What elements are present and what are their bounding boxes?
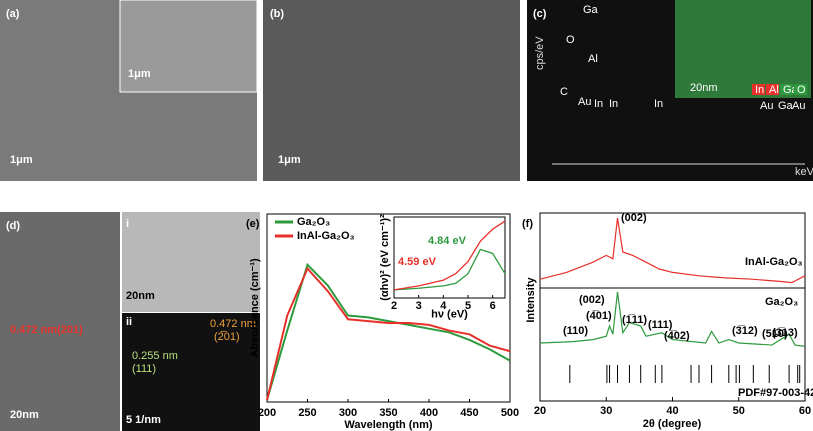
peak-label: (111): [648, 319, 673, 331]
inset-label: i: [126, 218, 129, 230]
inset-label: ii: [126, 316, 132, 328]
element-label: In: [654, 98, 663, 110]
legend-label: Al: [769, 84, 779, 96]
x-tick-label: 2: [391, 300, 397, 312]
x-tick-label: 250: [298, 407, 316, 419]
x-tick-label: 200: [258, 407, 276, 419]
x-tick-label: 3: [416, 300, 422, 312]
sem-inset-a: [119, 0, 258, 93]
x-tick-label: 20: [534, 405, 546, 417]
panel-label: (e): [246, 218, 260, 230]
eds-map: [675, 0, 811, 98]
legend-swatch: [766, 84, 779, 95]
sem-image-b: [263, 0, 520, 181]
reference-label: PDF#97-003-4243: [738, 387, 813, 399]
peak-label: (002): [621, 212, 647, 224]
element-label: C: [560, 86, 568, 98]
spacing-label: 0.472 nm(201): [10, 324, 83, 336]
panel-label: (d): [6, 220, 20, 232]
x-tick-label: 30: [600, 405, 612, 417]
scale-label: 1μm: [10, 154, 33, 166]
x-tick-label: 500: [501, 407, 519, 419]
element-label: Al: [588, 53, 598, 65]
peak-label: (4̅01): [586, 310, 612, 322]
peak-label: (110): [563, 325, 588, 337]
scale-label: 1μm: [128, 68, 151, 80]
x-tick-label: 450: [460, 407, 478, 419]
x-axis-title: hν (eV): [431, 309, 468, 321]
legend-label: Ga₂O₃: [297, 216, 330, 228]
element-label: Au: [792, 100, 805, 112]
scale-label: 5 1/nm: [126, 414, 161, 426]
series-label: Ga₂O₃: [765, 296, 798, 308]
annotation: 4.59 eV: [398, 256, 437, 268]
element-label: Au: [760, 100, 773, 112]
panel-label: (b): [270, 8, 284, 20]
panel-label: (c): [533, 8, 547, 20]
x-axis-title: Wavelength (nm): [344, 419, 433, 431]
peak-label: (3̅13): [772, 327, 798, 339]
peak-label: (1̅11): [622, 314, 647, 326]
tem-inset-i: [122, 212, 260, 312]
axis-title: cps/eV: [534, 36, 546, 70]
panel-label: (f): [522, 218, 533, 230]
element-label: In: [594, 98, 603, 110]
hkl: (2̅01): [214, 331, 240, 343]
series-line: [266, 266, 511, 401]
axis-title: keV: [795, 166, 813, 178]
d-spacing: 0.472 nm: [210, 318, 256, 330]
legend-label: O: [797, 84, 806, 96]
element-label: In: [609, 98, 618, 110]
element-label: Ga: [583, 4, 599, 16]
legend-swatch: [794, 84, 807, 95]
scale-label: 20nm: [126, 290, 155, 302]
series-line: [539, 291, 806, 347]
peak-label: (4̅02): [664, 330, 690, 342]
scale-label: 1μm: [278, 154, 301, 166]
scale-label: 20nm: [690, 82, 718, 94]
saed-inset-ii: [122, 313, 260, 431]
peak-label: (002): [579, 294, 605, 306]
series-line: [393, 248, 506, 291]
peak-label: (510): [762, 328, 788, 340]
x-axis-title: 2θ (degree): [643, 418, 702, 430]
x-tick-label: 400: [420, 407, 438, 419]
x-tick-label: 40: [666, 405, 678, 417]
series-line: [393, 220, 506, 291]
series-label: InAl-Ga₂O₃: [745, 256, 803, 268]
legend-swatch: [752, 84, 765, 95]
element-label: Ga: [778, 100, 794, 112]
x-tick-label: 50: [733, 405, 745, 417]
scale-label: 20nm: [10, 409, 39, 421]
legend-label: In: [755, 84, 764, 96]
x-tick-label: 5: [465, 300, 471, 312]
annotation: 4.84 eV: [428, 235, 467, 247]
series-line: [539, 217, 806, 284]
legend-label: InAl-Ga₂O₃: [297, 230, 355, 242]
x-tick-label: 300: [339, 407, 357, 419]
x-tick-label: 4: [440, 300, 447, 312]
element-label: Au: [578, 96, 591, 108]
hkl: (111): [132, 363, 156, 375]
y-axis-title: Intensity: [525, 277, 537, 323]
series-line: [266, 262, 511, 401]
plot-frame: [539, 212, 806, 402]
element-label: O: [566, 34, 575, 46]
x-tick-label: 60: [799, 405, 811, 417]
x-tick-label: 6: [490, 300, 496, 312]
y-axis-title: Absorbance (cm⁻¹): [249, 258, 261, 358]
panel-label: (a): [6, 8, 20, 20]
d-spacing: 0.255 nm: [132, 350, 178, 362]
peak-label: (3̅12): [732, 325, 758, 337]
hrtem-image: [0, 212, 120, 431]
legend-swatch: [780, 84, 793, 95]
y-axis-title: (αhν)² (eV cm⁻¹)²: [379, 214, 391, 301]
x-tick-label: 350: [379, 407, 397, 419]
